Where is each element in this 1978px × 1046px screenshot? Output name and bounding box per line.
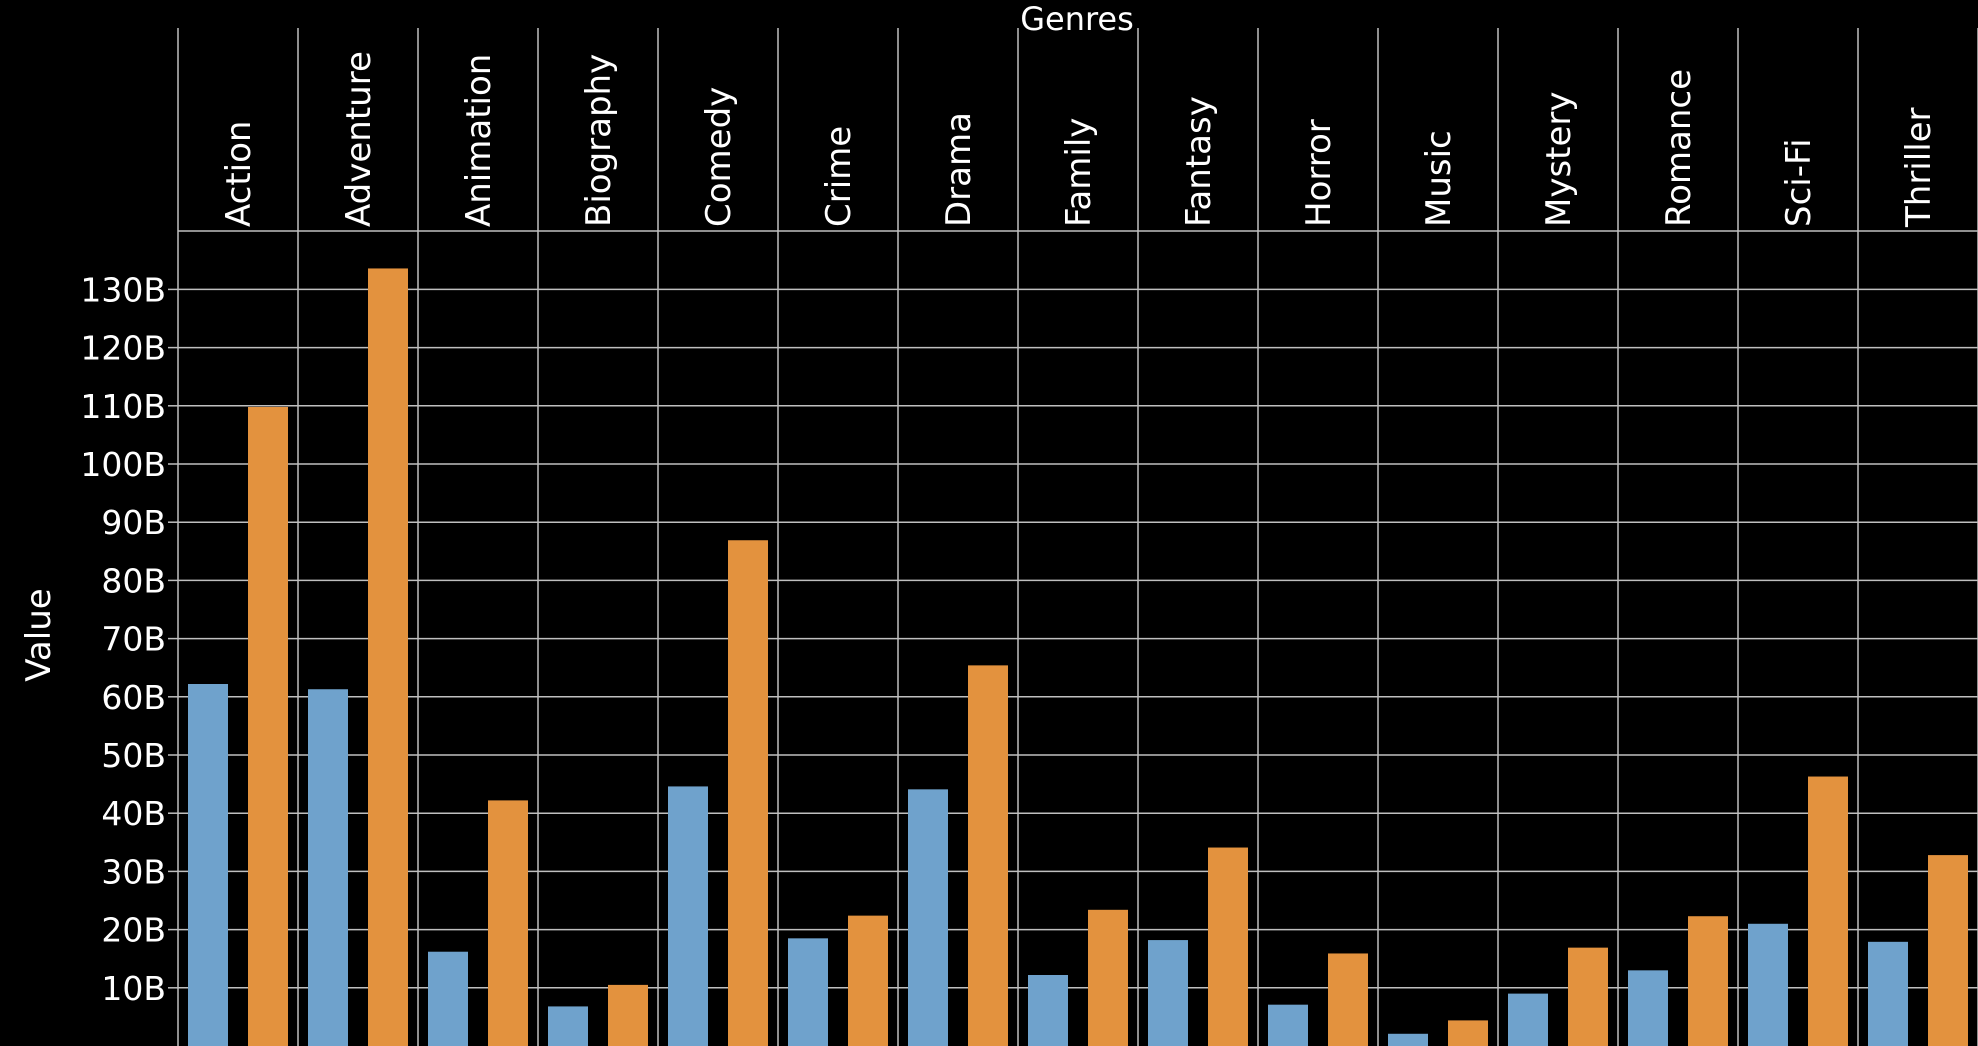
bar-thriller-1: [1868, 941, 1908, 1046]
category-label: Biography: [579, 54, 619, 227]
y-tick-label: 10B: [101, 969, 166, 1008]
bar-fantasy-2: [1208, 847, 1248, 1046]
category-label: Sci-Fi: [1779, 138, 1819, 227]
category-label: Drama: [939, 112, 979, 227]
y-tick-label: 40B: [101, 794, 166, 833]
bar-family-2: [1088, 909, 1128, 1046]
chart-title: Genres: [1020, 0, 1134, 38]
bar-animation-1: [428, 951, 468, 1046]
bar-fantasy-1: [1148, 940, 1188, 1046]
y-tick-label: 110B: [80, 387, 166, 426]
bar-romance-2: [1688, 916, 1728, 1046]
bar-action-1: [188, 683, 228, 1046]
y-tick-label: 60B: [101, 678, 166, 717]
y-tick-label: 50B: [101, 736, 166, 775]
bar-mystery-1: [1508, 993, 1548, 1046]
bar-horror-1: [1268, 1004, 1308, 1046]
category-label: Horror: [1299, 119, 1339, 227]
category-label: Action: [219, 121, 259, 227]
bar-romance-1: [1628, 970, 1668, 1046]
bar-action-2: [248, 406, 288, 1046]
category-label: Mystery: [1539, 91, 1579, 227]
bar-horror-2: [1328, 953, 1368, 1046]
y-axis-label: Value: [19, 588, 59, 681]
bar-mystery-2: [1568, 947, 1608, 1046]
y-tick-label: 130B: [80, 270, 166, 309]
bar-sci-fi-2: [1808, 776, 1848, 1046]
bar-thriller-2: [1928, 855, 1968, 1046]
category-label: Family: [1059, 118, 1099, 227]
bar-biography-2: [608, 984, 648, 1046]
category-label: Comedy: [699, 87, 739, 227]
bar-drama-2: [968, 665, 1008, 1046]
bars: [188, 268, 1968, 1046]
gridlines: [177, 28, 1978, 1046]
category-label: Adventure: [339, 51, 379, 227]
y-tick-labels: 10B 20B 30B 40B 50B 60B 70B 80B 90B 100B 110B 120B 1…: [80, 270, 178, 1008]
category-labels: Action Adventure Animation Biography Comedy C…: [219, 51, 1939, 228]
bar-music-1: [1388, 1033, 1428, 1046]
bar-comedy-2: [728, 540, 768, 1046]
category-label: Crime: [819, 126, 859, 227]
bar-music-2: [1448, 1020, 1488, 1046]
category-label: Romance: [1659, 69, 1699, 227]
bar-comedy-1: [668, 786, 708, 1046]
bar-animation-2: [488, 800, 528, 1046]
y-tick-label: 70B: [101, 620, 166, 659]
bar-crime-2: [848, 915, 888, 1046]
bar-adventure-2: [368, 268, 408, 1046]
y-tick-label: 30B: [101, 852, 166, 891]
bar-family-1: [1028, 974, 1068, 1046]
y-tick-label: 120B: [80, 329, 166, 368]
y-tick-label: 80B: [101, 561, 166, 600]
y-tick-label: 90B: [101, 503, 166, 542]
bar-crime-1: [788, 938, 828, 1046]
y-tick-label: 20B: [101, 911, 166, 950]
bar-biography-1: [548, 1006, 588, 1046]
bar-drama-1: [908, 789, 948, 1046]
category-label: Animation: [459, 54, 499, 227]
category-label: Music: [1419, 130, 1459, 227]
bar-sci-fi-1: [1748, 923, 1788, 1046]
bar-adventure-1: [308, 689, 348, 1046]
category-label: Fantasy: [1179, 96, 1219, 227]
category-label: Thriller: [1899, 107, 1939, 228]
y-tick-label: 100B: [80, 445, 166, 484]
